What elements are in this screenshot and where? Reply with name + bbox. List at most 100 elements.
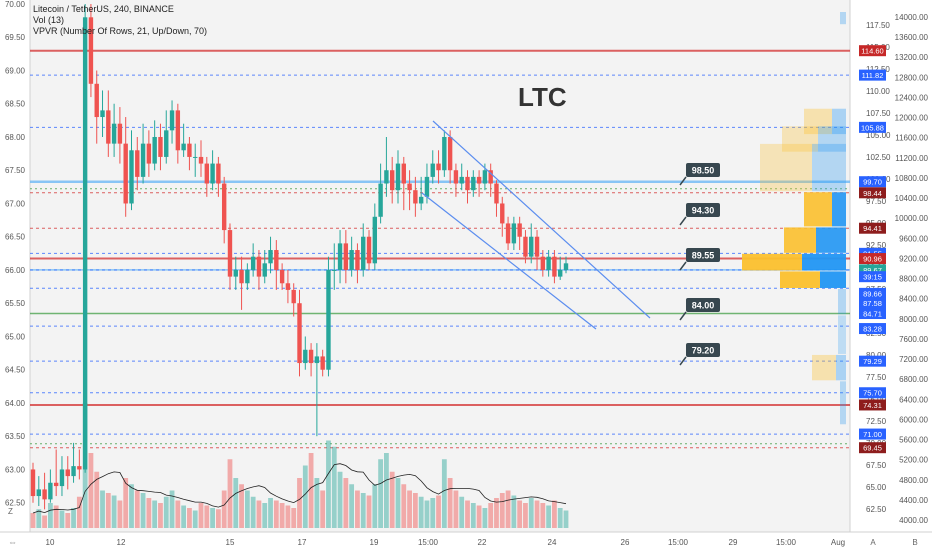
right-axis-tick: 110.00: [866, 87, 890, 96]
tag-box: [686, 298, 720, 312]
candle-body: [494, 183, 499, 204]
right-axis-tick: 117.50: [866, 21, 890, 30]
price-badge-bg: [859, 121, 886, 133]
price-badge: 99.70: [859, 176, 886, 188]
candle-body: [291, 289, 296, 304]
candle-body: [164, 130, 169, 157]
vpvr-up-bar: [802, 253, 846, 271]
time-axis: 10 12 15 17 19 15:00 22 24 26 15:00 29 15:00 Aug: [46, 538, 846, 547]
price-badge-bg: [859, 428, 886, 440]
candle-body: [181, 143, 186, 151]
volume-bar: [447, 478, 453, 528]
price-badge: 105.88: [859, 121, 886, 133]
right-axis-tick: 77.50: [866, 373, 887, 382]
price-badge: 83.28: [859, 323, 886, 335]
candle-body: [88, 17, 94, 84]
candle-body: [210, 163, 215, 184]
volume-bar: [326, 440, 331, 528]
volume-bar: [244, 490, 250, 528]
price-badge-bg: [859, 187, 886, 199]
volume-bar: [146, 498, 152, 528]
left-axis-tick: 64.50: [5, 366, 26, 375]
volume-bar: [36, 509, 42, 528]
volume-bar: [53, 505, 59, 528]
volume-bar: [30, 513, 36, 528]
far-right-axis-tick: 13600.00: [895, 33, 929, 42]
volume-bar: [250, 496, 256, 528]
candle-body: [262, 263, 267, 277]
price-badge-label: 87.58: [863, 299, 882, 308]
volume-bar: [175, 500, 181, 528]
price-badge-bg: [859, 297, 886, 309]
zoom-z-button[interactable]: Z: [8, 507, 13, 516]
candle-body: [308, 349, 314, 364]
candle-body: [106, 110, 111, 144]
volume-bar: [279, 503, 285, 528]
volume-bar: [563, 510, 569, 528]
price-badge: 75.70: [859, 387, 886, 399]
candle-body: [529, 236, 534, 257]
tag-pointer: [679, 216, 687, 226]
volume-bar: [65, 513, 71, 528]
candle-body: [424, 176, 430, 197]
price-badge-label: 74.31: [863, 401, 882, 410]
symbol-label[interactable]: Litecoin / TetherUS, 240, BINANCE: [33, 4, 174, 14]
time-axis-label: 15:00: [776, 538, 797, 547]
price-badge-bg: [859, 264, 886, 276]
volume-bar: [88, 453, 94, 528]
volume-bar: [378, 459, 384, 528]
vpvr-down-bar: [780, 271, 820, 288]
volume-bar: [233, 478, 239, 528]
tag-box: [686, 163, 720, 177]
price-badge: 84.71: [859, 308, 886, 320]
far-right-axis-tick: 12400.00: [895, 93, 929, 102]
far-right-axis-tick: 12800.00: [895, 73, 929, 82]
log-scale-b-button[interactable]: B: [912, 538, 917, 547]
price-badge-bg: [859, 69, 886, 81]
candle-body: [517, 223, 522, 237]
candle-body: [401, 163, 406, 184]
time-axis-label: 24: [548, 538, 557, 547]
auto-scale-a-button[interactable]: A: [870, 538, 876, 547]
volume-bar: [76, 496, 82, 528]
candle-body: [42, 489, 47, 500]
volume-bar: [470, 503, 476, 528]
volume-bar: [71, 508, 76, 528]
time-axis-label: Aug: [831, 538, 845, 547]
volume-bar: [441, 459, 447, 528]
far-right-axis-tick: 4000.00: [899, 516, 928, 525]
far-right-axis-tick: 11200.00: [895, 154, 928, 163]
candle-body: [413, 190, 418, 204]
volume-bar: [204, 505, 210, 528]
candle-body: [476, 176, 482, 184]
price-badge-bg: [859, 323, 886, 335]
vpvr-indicator-label[interactable]: VPVR (Number Of Rows, 21, Up/Down, 70): [33, 26, 208, 36]
volume-bar: [430, 498, 436, 528]
tag-label: 89.55: [692, 251, 715, 261]
volume-bar: [418, 496, 424, 528]
far-right-axis-tick: 6800.00: [899, 375, 928, 384]
candle-body: [158, 136, 163, 157]
candle-body: [100, 110, 105, 118]
volume-indicator-label[interactable]: Vol (13): [33, 15, 65, 25]
volume-bar: [158, 503, 163, 528]
candle-body: [227, 230, 233, 277]
price-badge-label: 94.41: [863, 224, 882, 233]
time-axis-label: 12: [117, 538, 126, 547]
vpvr-down-bar: [804, 192, 832, 227]
price-badge-bg: [859, 45, 886, 57]
left-axis-tick: 64.00: [5, 399, 26, 408]
volume-bar: [395, 478, 401, 528]
time-axis-label: 10: [46, 538, 55, 547]
descending-channel: [421, 120, 651, 330]
far-right-axis-tick: 10800.00: [895, 174, 929, 183]
vpvr-down-bar: [760, 143, 812, 192]
time-axis-label: 19: [370, 538, 379, 547]
candle-body: [546, 256, 551, 270]
far-right-axis-tick: 8800.00: [899, 275, 928, 284]
far-right-axis-tick: 5200.00: [899, 456, 928, 465]
tag-label: 98.50: [692, 166, 715, 176]
price-badge-label: 114.60: [861, 47, 883, 56]
volume-bar: [320, 490, 326, 528]
